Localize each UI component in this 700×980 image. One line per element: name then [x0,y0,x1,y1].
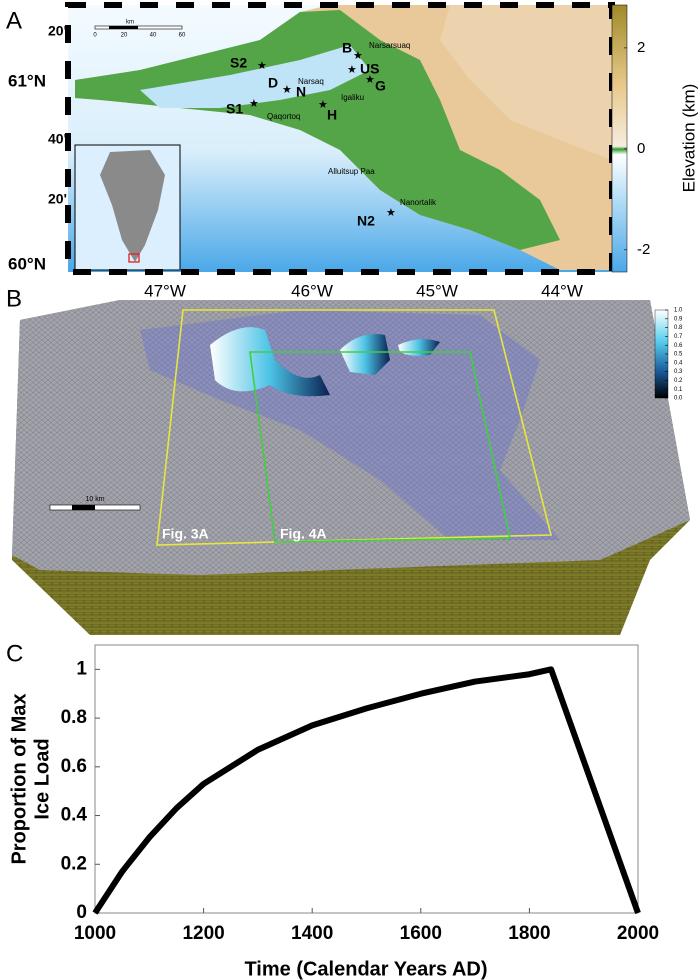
x-tick-label: 1800 [508,923,550,944]
lat-label: 20' [48,191,67,207]
colorbar-tick-label: 0.4 [674,360,683,366]
scale-tick: 20 [121,33,128,39]
svg-text:★: ★ [318,99,328,111]
place-label: Igaliku [341,93,364,102]
place-label: Alluitsup Paa [328,167,375,176]
colorbar-tick-label: 0.9 [674,316,683,322]
box-fig-4a [249,351,511,543]
colorbar-tick-label: 0.7 [674,334,683,340]
box-fig-3a [156,309,553,546]
site-label: N [296,84,306,100]
svg-text:★: ★ [282,84,292,96]
svg-text:★: ★ [365,74,375,86]
x-tick-label: 1200 [182,923,224,944]
site-label: B [342,40,352,56]
x-tick-label: 2000 [617,923,659,944]
colorbar-tick-label: 0.1 [674,387,683,393]
scale-bar [109,26,138,29]
place-label: Qaqortoq [267,112,300,121]
scale-unit: km [126,20,134,26]
site-label: US [360,61,379,77]
panel-c: C Time (Calendar Years AD) Proportion of… [6,640,639,980]
lat-label: 40' [48,131,67,147]
panel-a: A 20' 61°N 40' 20' 60°N 47°W 46°W 45°W 4… [6,2,698,300]
svg-text:★: ★ [257,60,267,72]
map-highland [440,5,612,160]
y-axis-title: Proportion of Max [8,693,30,864]
y-tick-label: 0.6 [61,756,87,777]
place-label: Narsarsuaq [369,41,410,50]
map-frame [65,2,615,275]
lon-label: 44°W [541,281,583,300]
scale-bar [94,25,183,30]
x-axis-title: Time (Calendar Years AD) [244,958,487,980]
scale-tick: 40 [150,33,157,39]
panel-b: B Fig. 3A Fig. 4A 10 km [6,285,690,635]
panel-letter: C [6,640,23,667]
lat-label: 60°N [8,254,46,273]
colorbar-tick-label: 0 [637,140,645,157]
box-label: Fig. 3A [162,526,209,542]
colorbar-tick-label: 0.0 [674,396,683,402]
site-label: S2 [230,55,247,71]
scale-tick: 60 [179,33,186,39]
site-stars: ★★★★ ★★ ★★ [249,50,396,219]
x-tick-label: 1000 [74,923,116,944]
colorbar-tick-label: 0.3 [674,369,683,375]
colorbar-label: Elevation (km) [679,84,698,193]
place-label: Nanortalik [400,198,437,207]
scale-bar [72,505,95,510]
x-tick-label: 1400 [291,923,333,944]
mesh-grid [12,300,690,575]
lat-label: 61°N [8,71,46,90]
data-line [92,666,641,915]
map-fjord [140,45,370,108]
colorbar-tick-label: 2 [637,39,645,56]
inset-greenland [100,150,165,262]
y-tick-label: 1 [76,658,87,679]
panel-letter: B [6,285,22,312]
colorbar-tick-label: 0.5 [674,352,683,358]
colorbar-tick-label: 0.2 [674,378,683,384]
box-label: Fig. 4A [280,526,327,542]
ice-sheet [340,334,390,375]
colorbar-tick-label: -2 [637,241,650,258]
y-tick-label: 0.2 [61,853,87,874]
colorbar-tick-label: 0.6 [674,343,683,349]
svg-text:★: ★ [249,98,259,110]
site-label: S1 [226,101,243,117]
colorbar [611,4,628,273]
colorbar-tick-label: 0.8 [674,325,683,331]
lat-label: 20' [48,23,67,39]
plot-area [94,644,639,914]
svg-text:★: ★ [386,207,396,219]
inset-locator [128,253,140,263]
site-label: D [268,75,278,91]
lon-label: 47°W [144,281,186,300]
site-label: G [375,78,386,94]
y-axis-title: Ice Load [31,738,53,819]
scale-label: 10 km [85,496,104,503]
colorbar-tick-label: 1.0 [674,308,683,314]
panel-letter: A [6,7,22,34]
ice-sheet [210,327,330,397]
lon-label: 46°W [291,281,333,300]
place-label: Narsaq [298,77,324,86]
y-tick-label: 0.4 [61,805,88,826]
y-tick-label: 0.8 [61,707,87,728]
site-label: H [327,107,337,123]
y-tick-label: 0 [76,902,87,923]
site-label: N2 [357,213,375,229]
scale-tick: 0 [93,33,97,39]
lon-label: 45°W [416,281,458,300]
svg-text:★: ★ [353,50,363,62]
svg-text:★: ★ [347,64,357,76]
x-tick-label: 1600 [400,923,442,944]
map-lowland [75,10,560,250]
